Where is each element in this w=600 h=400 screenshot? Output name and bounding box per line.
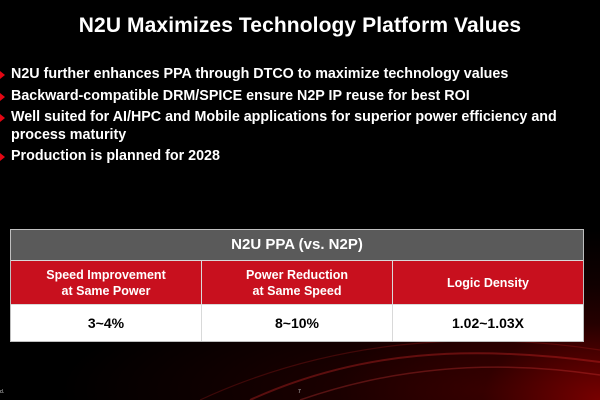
header-label: Power Reduction at Same Speed — [245, 267, 349, 298]
bullet-list: N2U further enhances PPA through DTCO to… — [0, 66, 600, 170]
bullet-arrow-icon — [0, 114, 5, 122]
power-reduction-value: 8~10% — [202, 305, 393, 341]
bullet-item: Backward-compatible DRM/SPICE ensure N2P… — [0, 88, 600, 106]
bullet-text: Production is planned for 2028 — [11, 148, 220, 164]
bullet-item: Well suited for AI/HPC and Mobile applic… — [0, 109, 600, 144]
bullet-text: N2U further enhances PPA through DTCO to… — [11, 66, 509, 82]
speed-improvement-value: 3~4% — [11, 305, 202, 341]
ppa-header-row: Speed Improvement at Same Power Power Re… — [11, 261, 583, 305]
bullet-arrow-icon — [0, 71, 5, 79]
bullet-text: Backward-compatible DRM/SPICE ensure N2P… — [11, 87, 470, 104]
logic-density-value: 1.02~1.03X — [393, 305, 583, 341]
page-number: 7 — [298, 389, 301, 395]
ppa-table-title: N2U PPA (vs. N2P) — [11, 230, 583, 261]
logic-density-header: Logic Density — [393, 261, 583, 305]
ppa-value-row: 3~4% 8~10% 1.02~1.03X — [11, 305, 583, 341]
bullet-text: Well suited for AI/HPC and Mobile applic… — [11, 109, 557, 143]
slide-title: N2U Maximizes Technology Platform Values — [78, 14, 522, 37]
header-label: Logic Density — [447, 275, 529, 290]
speed-improvement-header: Speed Improvement at Same Power — [11, 261, 202, 305]
footer-text: d. — [0, 389, 5, 395]
bullet-item: N2U further enhances PPA through DTCO to… — [0, 66, 600, 84]
bullet-arrow-icon — [0, 92, 5, 101]
power-reduction-header: Power Reduction at Same Speed — [202, 261, 393, 305]
bullet-arrow-icon — [0, 153, 5, 161]
header-label: Speed Improvement at Same Power — [46, 267, 166, 298]
bullet-item: Production is planned for 2028 — [0, 148, 600, 166]
ppa-table: N2U PPA (vs. N2P) Speed Improvement at S… — [10, 229, 584, 342]
